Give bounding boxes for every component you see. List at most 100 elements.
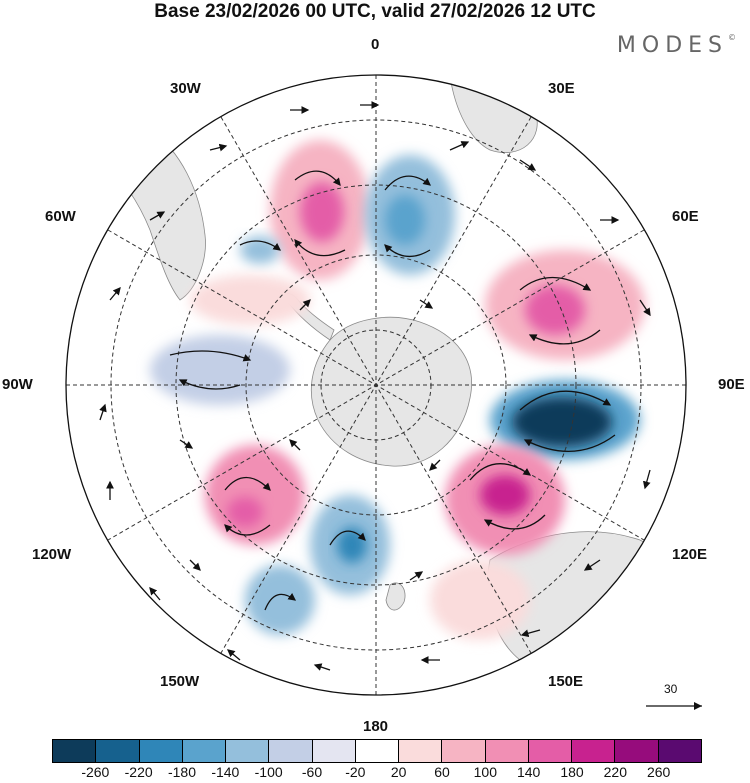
wind-vector xyxy=(224,524,271,536)
colorbar-swatch xyxy=(528,740,573,762)
label-lon-120w: 120W xyxy=(32,546,72,563)
colorbar-swatch xyxy=(355,740,400,762)
colorbar-swatch xyxy=(615,740,659,762)
label-lon-150w: 150W xyxy=(160,673,200,690)
label-lon-60w: 60W xyxy=(45,208,76,225)
colorbar-swatch xyxy=(226,740,270,762)
colorbar-ticks: -260 -220 -180 -140 -100 -60 -20 20 60 100 140 180 2… xyxy=(52,764,702,783)
anomaly-neg-15e-core xyxy=(385,195,425,245)
colorbar-swatch xyxy=(182,740,227,762)
wind-vector xyxy=(419,299,434,309)
wind-vector xyxy=(149,587,161,601)
latitude-circle xyxy=(175,184,577,586)
colorbar-tick-label: 60 xyxy=(434,764,450,780)
label-lon-30w: 30W xyxy=(170,80,201,97)
anomaly-neg-150w xyxy=(245,565,315,635)
wind-vector xyxy=(384,244,431,257)
colorbar-tick-label: 180 xyxy=(560,764,584,780)
label-lon-0: 0 xyxy=(371,36,380,53)
wind-vector xyxy=(523,434,616,453)
wind-vector xyxy=(299,299,311,311)
colorbar-swatch xyxy=(53,740,97,762)
anomaly-pos-120e-core xyxy=(480,475,530,515)
wind-vector xyxy=(169,350,252,362)
latitude-circle xyxy=(245,254,507,516)
label-lon-30e: 30E xyxy=(548,80,575,97)
reference-vector-label: 30 xyxy=(664,682,678,696)
colorbar-tick-label: -60 xyxy=(301,764,323,780)
colorbar-tick-label: 20 xyxy=(390,764,407,780)
reference-vector: 30 xyxy=(644,682,710,712)
meridian xyxy=(107,229,645,541)
chart-title: Base 23/02/2026 00 UTC, valid 27/02/2026… xyxy=(154,1,596,22)
wind-vector xyxy=(409,571,424,581)
label-lon-150e: 150E xyxy=(548,673,584,690)
anomaly-pos-60e-core xyxy=(525,285,585,335)
anomaly-neg-90w xyxy=(150,335,290,405)
wind-vector xyxy=(520,629,541,638)
label-lon-90e: 90E xyxy=(718,376,745,393)
colorbar-swatch xyxy=(399,740,443,762)
copyright-mark: © xyxy=(728,33,736,42)
colorbar-tick-label: 260 xyxy=(646,764,671,780)
colorbar-tick-label: -220 xyxy=(124,764,153,780)
wind-vector xyxy=(209,143,228,152)
wind-vector xyxy=(483,514,546,530)
colorbar-tick-label: -100 xyxy=(254,764,283,780)
colorbar-tick-label: -260 xyxy=(81,764,110,780)
wind-vector xyxy=(519,390,612,411)
wind-vector xyxy=(109,287,121,301)
anomaly-neg-90e-core xyxy=(512,397,612,447)
colorbar-swatch xyxy=(658,740,701,762)
wind-vector xyxy=(449,141,470,151)
wind-vector xyxy=(224,476,271,491)
wind-vector xyxy=(239,240,282,251)
wind-vector xyxy=(469,462,532,481)
wind-vector xyxy=(313,663,331,671)
wind-vector xyxy=(642,469,651,490)
colorbar-swatch xyxy=(269,740,313,762)
polar-map xyxy=(65,74,687,696)
wind-vector xyxy=(149,211,166,221)
anomaly-pos-120w xyxy=(205,445,305,545)
wind-vector xyxy=(179,439,194,449)
antarctica-landmass xyxy=(311,316,472,467)
colorbar-swatch xyxy=(485,740,529,762)
map-boundary xyxy=(65,74,687,696)
colorbar-swatch xyxy=(442,740,486,762)
brand-name: MODES xyxy=(616,33,728,58)
wind-vector xyxy=(189,559,201,571)
label-lon-60e: 60E xyxy=(672,208,699,225)
wind-vector xyxy=(178,379,241,390)
new-zealand-landmass xyxy=(385,582,406,611)
colorbar-tick-label: -20 xyxy=(345,764,366,780)
wind-vector xyxy=(583,559,601,571)
colorbar-swatch xyxy=(312,740,356,762)
wind-vector xyxy=(528,329,601,345)
colorbar-tick-label: 220 xyxy=(603,764,628,780)
meridians xyxy=(66,75,686,695)
modes-logo: MODES© xyxy=(617,33,736,58)
colorbar-swatch xyxy=(572,740,616,762)
wind-vector xyxy=(519,277,592,291)
label-lon-120e: 120E xyxy=(672,546,708,563)
colorbar-swatch xyxy=(96,740,140,762)
wind-vector xyxy=(429,459,441,471)
wind-vector xyxy=(294,170,341,187)
colorbar-tick-label: 100 xyxy=(473,764,498,780)
anomaly-neg-60w xyxy=(240,236,280,264)
wind-vector xyxy=(329,530,366,546)
wind-vector xyxy=(384,175,432,191)
anomaly-pos-150e xyxy=(430,560,530,640)
anomaly-pos-60w xyxy=(190,275,310,325)
label-lon-180: 180 xyxy=(363,718,389,735)
wind-vector xyxy=(227,649,241,661)
label-lon-90w: 90W xyxy=(2,376,33,393)
wind-vector xyxy=(294,238,346,257)
wind-vector xyxy=(519,159,537,171)
colorbar-tick-label: 140 xyxy=(516,764,541,780)
wind-vector xyxy=(264,592,297,611)
wind-vector xyxy=(639,299,651,317)
wind-vector xyxy=(289,439,301,451)
wind-vector xyxy=(99,403,107,421)
